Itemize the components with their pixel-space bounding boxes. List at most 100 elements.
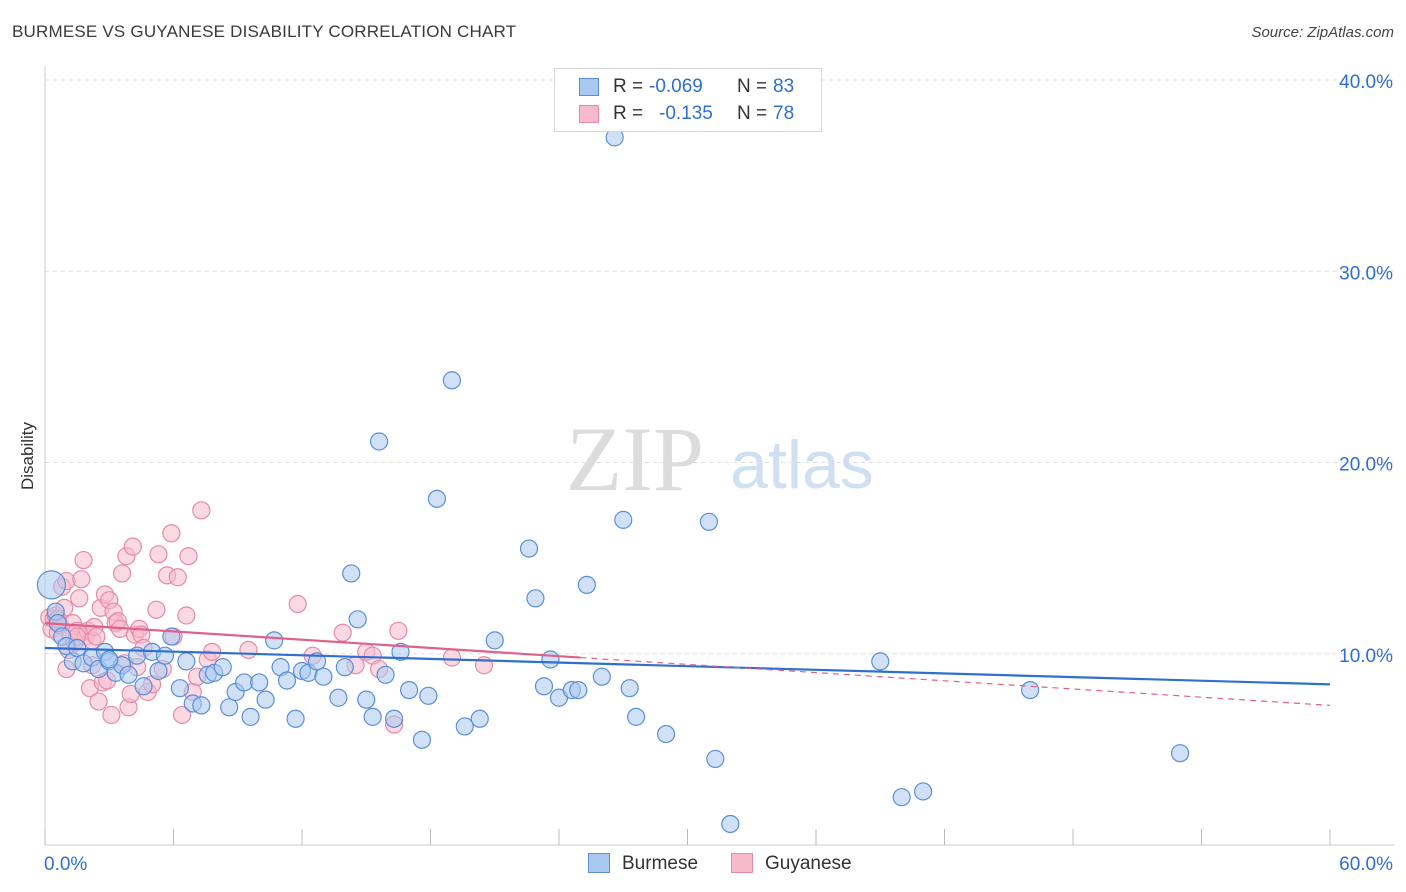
burmese-point	[384, 709, 404, 728]
guyanese-swatch	[579, 105, 599, 123]
n-label: N =	[737, 76, 768, 97]
guyanese-point	[147, 600, 166, 619]
burmese-point	[256, 690, 275, 709]
burmese-point	[329, 688, 348, 707]
burmese-point	[442, 371, 462, 390]
trend-lines	[44, 622, 1331, 706]
y-axis-label: Disability	[18, 421, 37, 490]
r-label: R =	[613, 103, 644, 124]
burmese-point	[170, 679, 190, 698]
r-value: -0.135	[659, 103, 713, 124]
correlation-legend: R = -0.069 N = 83 R = -0.135 N = 78	[554, 68, 822, 132]
guyanese-trend-extension	[580, 656, 1331, 706]
guyanese-point	[123, 537, 142, 556]
chart-title: BURMESE VS GUYANESE DISABILITY CORRELATI…	[12, 22, 517, 41]
y-tick-label: 30.0%	[1339, 263, 1393, 284]
burmese-point	[265, 631, 284, 650]
burmese-point	[335, 658, 354, 677]
burmese-point	[370, 432, 389, 451]
x-tick-labels: 0.0% 60.0%	[44, 854, 1393, 875]
burmese-point	[892, 788, 911, 807]
burmese-point	[314, 667, 333, 686]
guyanese-point	[162, 524, 181, 543]
guyanese-point	[74, 550, 93, 570]
burmese-point	[241, 707, 260, 726]
burmese-point	[913, 782, 933, 801]
watermark-atlas: atlas	[730, 427, 874, 503]
guyanese-point	[149, 545, 168, 564]
y-tick-label: 40.0%	[1339, 72, 1393, 93]
burmese-point	[220, 698, 239, 717]
x-tick-label: 60.0%	[1339, 854, 1393, 875]
guyanese-point	[112, 564, 132, 583]
n-value: 83	[773, 76, 795, 97]
grid-lines	[45, 79, 1395, 655]
burmese-point	[620, 679, 639, 698]
burmese-point	[357, 690, 376, 709]
burmese-point	[485, 631, 504, 650]
guyanese-point	[168, 568, 187, 587]
burmese-point	[699, 512, 719, 531]
guyanese-point	[389, 621, 408, 640]
burmese-swatch	[579, 78, 599, 96]
n-value: 78	[773, 103, 795, 124]
guyanese-point	[179, 547, 198, 566]
burmese-point	[363, 707, 382, 726]
guyanese-point	[89, 692, 108, 711]
burmese-point	[706, 749, 725, 769]
guyanese-point	[72, 570, 91, 589]
burmese-point	[470, 709, 489, 728]
guyanese-point	[239, 640, 258, 660]
burmese-point	[192, 696, 211, 715]
guyanese-point	[177, 606, 196, 625]
burmese-point	[412, 730, 432, 749]
burmese-point	[592, 667, 611, 686]
burmese-point	[100, 650, 119, 669]
burmese-point	[526, 589, 545, 608]
burmese-point	[307, 652, 327, 671]
burmese-point	[626, 707, 646, 726]
guyanese-point	[87, 627, 106, 646]
burmese-point	[569, 680, 588, 700]
n-label: N =	[737, 103, 768, 124]
y-tick-labels: 10.0% 20.0% 30.0% 40.0%	[1339, 72, 1393, 667]
burmese-point	[577, 575, 596, 595]
burmese-point	[250, 673, 269, 692]
guyanese-trend-line	[44, 622, 581, 659]
guyanese-point	[70, 589, 89, 608]
burmese-point	[399, 680, 419, 700]
burmese-point	[36, 570, 67, 600]
guyanese-point	[442, 648, 462, 667]
burmese-point	[286, 709, 305, 728]
watermark: ZIP atlas	[566, 408, 874, 510]
r-value: -0.069	[649, 76, 703, 97]
burmese-point	[213, 658, 232, 677]
burmese-point	[419, 686, 438, 705]
watermark-zip: ZIP	[566, 408, 704, 510]
x-tick-label: 0.0%	[44, 854, 87, 875]
legend-label: Burmese	[622, 853, 699, 874]
guyanese-point	[102, 705, 121, 725]
burmese-point	[721, 814, 740, 834]
guyanese-point	[288, 594, 307, 614]
guyanese-point	[172, 705, 192, 725]
guyanese-point	[192, 501, 211, 520]
burmese-point	[134, 677, 153, 696]
burmese-point	[871, 652, 890, 671]
source-note: Source: ZipAtlas.com	[1251, 24, 1394, 41]
burmese-point	[277, 671, 297, 690]
burmese-swatch	[588, 853, 610, 873]
legend-label: Guyanese	[765, 853, 852, 874]
guyanese-point	[333, 623, 352, 642]
burmese-point	[1021, 680, 1040, 700]
burmese-point	[348, 610, 367, 629]
burmese-point	[614, 510, 633, 529]
burmese-trend-line	[44, 646, 1331, 686]
burmese-point	[149, 661, 168, 681]
burmese-point	[541, 650, 560, 669]
burmese-point	[455, 717, 474, 736]
burmese-point	[119, 665, 138, 684]
burmese-point	[534, 677, 554, 696]
burmese-point	[342, 564, 361, 583]
